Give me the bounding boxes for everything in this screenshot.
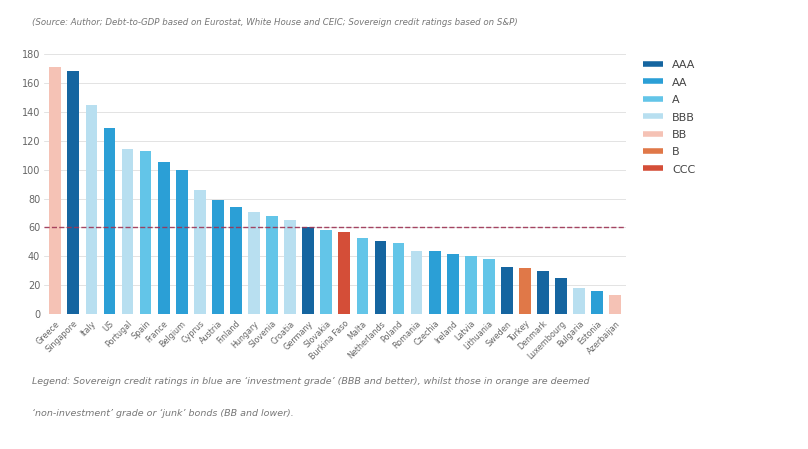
Bar xyxy=(555,278,567,314)
Bar xyxy=(339,232,350,314)
Text: ‘non-investment’ grade or ‘junk’ bonds (BB and lower).: ‘non-investment’ grade or ‘junk’ bonds (… xyxy=(32,409,294,418)
Bar xyxy=(266,216,278,314)
Bar xyxy=(212,200,224,314)
Bar xyxy=(194,190,206,314)
Bar xyxy=(410,251,423,314)
Bar xyxy=(176,170,187,314)
Text: Legend: Sovereign credit ratings in blue are ‘investment grade’ (BBB and better): Legend: Sovereign credit ratings in blue… xyxy=(32,377,590,386)
Bar xyxy=(158,163,170,314)
Bar xyxy=(393,243,405,314)
Bar xyxy=(591,291,603,314)
Bar xyxy=(248,211,260,314)
Bar xyxy=(302,228,314,314)
Bar xyxy=(465,256,477,314)
Bar xyxy=(429,251,440,314)
Bar xyxy=(609,295,621,314)
Bar xyxy=(447,254,459,314)
Bar xyxy=(356,238,368,314)
Bar xyxy=(49,67,61,314)
Bar xyxy=(86,105,97,314)
Text: (Source: Author; Debt-to-GDP based on Eurostat, White House and CEIC; Sovereign : (Source: Author; Debt-to-GDP based on Eu… xyxy=(32,18,518,27)
Bar xyxy=(230,207,242,314)
Bar xyxy=(140,151,151,314)
Bar xyxy=(68,71,79,314)
Bar xyxy=(483,260,494,314)
Bar xyxy=(537,271,549,314)
Bar xyxy=(501,267,513,314)
Legend: AAA, AA, A, BBB, BB, B, CCC: AAA, AA, A, BBB, BB, B, CCC xyxy=(643,59,696,175)
Bar xyxy=(574,288,585,314)
Bar xyxy=(122,150,133,314)
Bar xyxy=(284,220,296,314)
Bar xyxy=(321,230,332,314)
Bar xyxy=(375,241,386,314)
Bar xyxy=(103,128,116,314)
Bar xyxy=(520,268,531,314)
